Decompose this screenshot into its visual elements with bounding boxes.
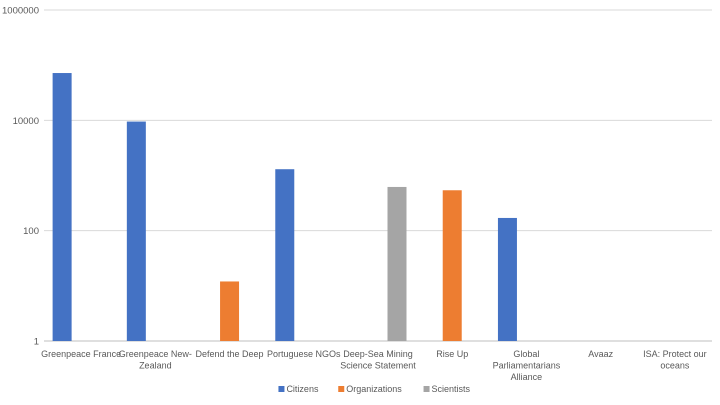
x-category-label: Greenpeace New-Zealand xyxy=(119,349,192,371)
bar-citizens xyxy=(497,217,517,341)
bar-citizens xyxy=(52,73,72,341)
bar-scientists xyxy=(387,186,407,341)
x-category-label: Rise Up xyxy=(436,349,468,359)
bar-citizens xyxy=(275,169,295,341)
x-category-label: ISA: Protect our oceans xyxy=(643,349,707,371)
y-tick-label: 1000000 xyxy=(2,6,39,17)
x-category-label: Portuguese NGOs xyxy=(267,349,341,359)
x-category-label: Global Parliamentarians Alliance xyxy=(493,349,561,382)
legend-label-organizations: Organizations xyxy=(346,384,402,394)
legend-swatch-citizens xyxy=(278,386,285,392)
x-category-label: Deep-Sea Mining Science Statement xyxy=(340,349,416,371)
legend-swatch-organizations xyxy=(338,386,345,392)
bar-organizations xyxy=(442,190,462,341)
legend-label-scientists: Scientists xyxy=(432,384,471,394)
x-category-label: Avaaz xyxy=(588,349,613,359)
x-category-label: Greenpeace France xyxy=(41,349,121,359)
legend-label-citizens: Citizens xyxy=(286,384,319,394)
y-tick-label: 100 xyxy=(23,226,39,237)
bar-organizations xyxy=(220,281,240,341)
bar-citizens xyxy=(126,121,146,341)
y-tick-label: 1 xyxy=(34,337,39,348)
legend-swatch-scientists xyxy=(423,386,430,392)
y-tick-label: 10000 xyxy=(13,116,39,127)
x-category-label: Defend the Deep xyxy=(196,349,264,359)
